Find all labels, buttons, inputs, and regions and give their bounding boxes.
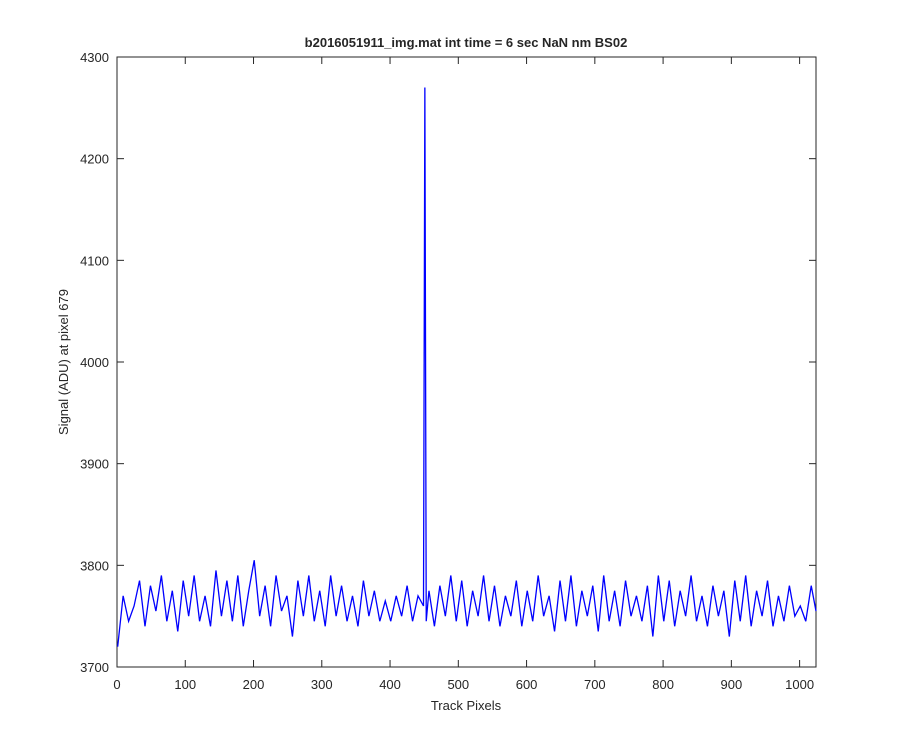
x-tick-label: 600 — [516, 677, 538, 692]
y-tick-label: 3700 — [80, 660, 109, 675]
x-tick-label: 900 — [721, 677, 743, 692]
x-axis-label: Track Pixels — [431, 698, 502, 713]
x-tick-label: 1000 — [785, 677, 814, 692]
data-line — [117, 87, 817, 647]
y-tick-label: 4300 — [80, 50, 109, 65]
y-tick-label: 4100 — [80, 253, 109, 268]
y-tick-label: 4000 — [80, 355, 109, 370]
x-tick-label: 700 — [584, 677, 606, 692]
x-tick-label: 100 — [174, 677, 196, 692]
chart-title: b2016051911_img.mat int time = 6 sec NaN… — [305, 35, 628, 50]
y-tick-label: 4200 — [80, 152, 109, 167]
x-tick-label: 800 — [652, 677, 674, 692]
x-tick-label: 200 — [243, 677, 265, 692]
x-tick-label: 400 — [379, 677, 401, 692]
y-tick-label: 3800 — [80, 558, 109, 573]
plot-box — [116, 56, 817, 668]
x-tick-label: 500 — [447, 677, 469, 692]
x-tick-label: 0 — [113, 677, 120, 692]
y-axis-label: Signal (ADU) at pixel 679 — [56, 289, 71, 435]
y-tick-label: 3900 — [80, 457, 109, 472]
x-tick-label: 300 — [311, 677, 333, 692]
